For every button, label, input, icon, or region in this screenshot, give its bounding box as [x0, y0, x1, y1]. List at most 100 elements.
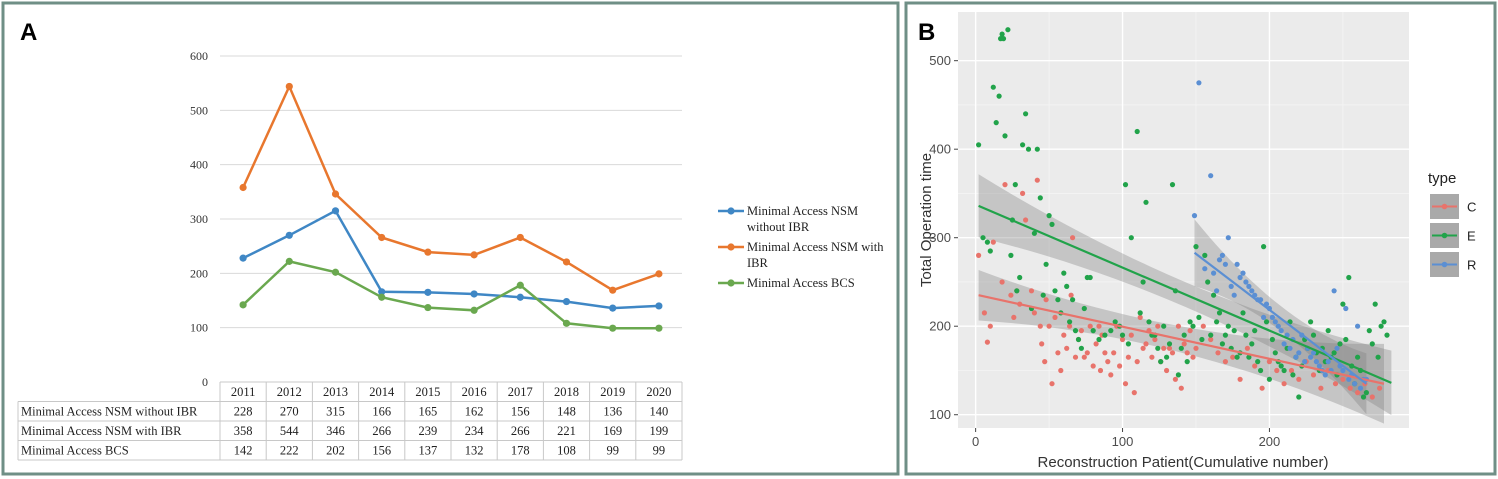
- point-e: [1096, 336, 1102, 343]
- point-e: [1246, 354, 1252, 360]
- y-tick-label-200: 200: [190, 266, 208, 280]
- point-r: [1237, 274, 1243, 281]
- point-minimal-access-nsm-without-ibr-2015: [424, 288, 432, 296]
- point-r: [1322, 372, 1328, 378]
- table-cell-minimal-access-nsm-with-ibr-2015: 239: [419, 424, 438, 438]
- y-tick-label-400: 400: [190, 158, 208, 172]
- point-minimal-access-nsm-with-ibr-2012: [285, 82, 293, 91]
- point-c: [1061, 332, 1067, 338]
- point-minimal-access-nsm-with-ibr-2020: [655, 270, 663, 278]
- point-e: [1243, 332, 1249, 338]
- point-e: [1266, 376, 1272, 382]
- table-cell-minimal-access-nsm-without-ibr-2017: 156: [511, 405, 530, 419]
- point-e: [1249, 341, 1255, 347]
- point-e: [987, 248, 993, 254]
- point-c: [1134, 359, 1140, 365]
- point-c: [1310, 372, 1317, 378]
- point-e: [1199, 336, 1205, 343]
- point-r: [1293, 354, 1299, 360]
- point-c: [1122, 381, 1129, 387]
- point-c: [1023, 217, 1029, 223]
- point-e: [1325, 328, 1331, 334]
- point-e: [1037, 195, 1043, 201]
- point-e: [984, 239, 991, 245]
- point-e: [1061, 270, 1067, 276]
- point-c: [1042, 359, 1048, 365]
- point-r: [1352, 381, 1358, 387]
- legend-label-c: C: [1467, 200, 1476, 215]
- point-e: [1181, 332, 1187, 338]
- point-e: [999, 31, 1005, 37]
- point-c: [1140, 345, 1146, 351]
- point-r: [1296, 350, 1302, 356]
- panel-a-data-table: 2011 2012 2013 2014 2015 2016 2017 2018 2019 2020…: [17, 381, 683, 461]
- x-tick-label-2018: 2018: [554, 385, 579, 399]
- point-e: [976, 142, 982, 148]
- table-cell-minimal-access-nsm-with-ibr-2013: 346: [326, 424, 345, 438]
- point-e: [980, 235, 986, 241]
- point-r: [1346, 376, 1352, 382]
- x-tick-label-100: 100: [1112, 434, 1134, 449]
- legend-marker-minimal-access-bcs: [727, 279, 735, 287]
- point-e: [1023, 111, 1029, 117]
- table-cell-minimal-access-bcs-2011: 142: [234, 444, 253, 458]
- point-minimal-access-nsm-with-ibr-2011: [239, 183, 247, 192]
- point-minimal-access-nsm-without-ibr-2018: [562, 297, 571, 306]
- point-e: [1134, 128, 1140, 135]
- point-e: [1278, 363, 1284, 369]
- point-r: [1355, 323, 1361, 329]
- point-minimal-access-nsm-with-ibr-2019: [609, 286, 617, 294]
- point-e: [1087, 274, 1093, 281]
- point-minimal-access-bcs-2019: [609, 324, 617, 332]
- table-cell-minimal-access-nsm-without-ibr-2012: 270: [280, 405, 299, 419]
- point-minimal-access-nsm-without-ibr-2012: [285, 231, 293, 239]
- point-c: [1259, 385, 1265, 391]
- point-c: [1084, 350, 1090, 356]
- point-e: [1231, 328, 1237, 334]
- legend-text-minimal-access-nsm-without-ibr: without IBR: [747, 220, 810, 234]
- table-cell-minimal-access-bcs-2017: 178: [511, 444, 530, 458]
- point-c: [1230, 354, 1236, 360]
- point-c: [1155, 323, 1161, 329]
- point-e: [1255, 359, 1261, 365]
- point-c: [1067, 323, 1073, 329]
- point-c: [1215, 350, 1221, 356]
- point-e: [1158, 359, 1164, 365]
- point-c: [1252, 363, 1258, 369]
- point-c: [1340, 376, 1346, 382]
- point-minimal-access-bcs-2017: [516, 281, 524, 289]
- point-e: [1222, 332, 1228, 338]
- point-e: [1287, 319, 1293, 325]
- point-e: [1331, 350, 1337, 356]
- point-e: [1031, 230, 1037, 236]
- point-r: [1357, 385, 1364, 391]
- point-e: [1034, 146, 1040, 152]
- panel-b-fit-lines: [978, 204, 1392, 385]
- table-cell-minimal-access-nsm-with-ibr-2020: 199: [650, 424, 669, 438]
- y-tick-label-100: 100: [190, 321, 208, 335]
- point-c: [1131, 390, 1137, 396]
- table-cell-minimal-access-nsm-without-ibr-2019: 136: [603, 405, 622, 419]
- point-c: [1068, 292, 1074, 298]
- table-cell-minimal-access-nsm-with-ibr-2014: 266: [372, 424, 391, 438]
- table-cell-minimal-access-nsm-without-ibr-2016: 162: [465, 405, 484, 419]
- point-e: [1046, 213, 1052, 219]
- point-c: [1072, 354, 1079, 360]
- point-c: [1097, 367, 1104, 374]
- point-minimal-access-nsm-without-ibr-2013: [331, 207, 340, 215]
- point-e: [1214, 319, 1220, 325]
- point-e: [1112, 319, 1118, 325]
- point-e: [1290, 372, 1296, 378]
- point-c: [1031, 310, 1037, 316]
- table-cell-minimal-access-nsm-with-ibr-2019: 169: [603, 424, 622, 438]
- point-e: [1119, 332, 1126, 338]
- point-e: [996, 93, 1002, 99]
- y-tick-label-200: 200: [929, 319, 951, 334]
- point-c: [1096, 323, 1102, 329]
- point-r: [1278, 328, 1284, 334]
- fit-line-r: [1193, 251, 1368, 385]
- panel-b: B 0 100 200 100 200 300 400 500 Reconstruction …: [904, 1, 1497, 476]
- point-minimal-access-bcs-2015: [424, 303, 432, 312]
- point-e: [1000, 36, 1007, 42]
